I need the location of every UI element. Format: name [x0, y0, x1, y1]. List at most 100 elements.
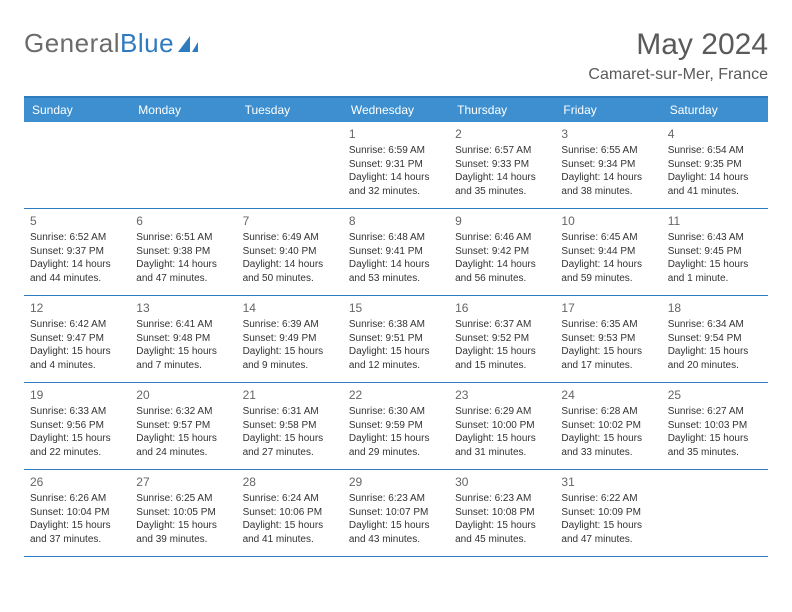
day-info-line: Sunset: 9:38 PM [136, 245, 230, 259]
day-info-line: Daylight: 14 hours [455, 171, 549, 185]
day-info-line: and 12 minutes. [349, 359, 443, 373]
day-info-line: Sunset: 9:40 PM [243, 245, 337, 259]
day-header: Sunday [24, 98, 130, 122]
day-info-line: and 47 minutes. [136, 272, 230, 286]
day-info-line: Daylight: 15 hours [30, 519, 124, 533]
day-info-line: Sunset: 9:57 PM [136, 419, 230, 433]
day-number: 31 [561, 474, 655, 490]
day-info-line: and 50 minutes. [243, 272, 337, 286]
day-cell: 9Sunrise: 6:46 AMSunset: 9:42 PMDaylight… [449, 209, 555, 295]
day-info-line: Sunset: 10:02 PM [561, 419, 655, 433]
day-cell: 27Sunrise: 6:25 AMSunset: 10:05 PMDaylig… [130, 470, 236, 556]
empty-cell [662, 470, 768, 556]
day-info-line: and 59 minutes. [561, 272, 655, 286]
day-info-line: Daylight: 15 hours [668, 432, 762, 446]
day-cell: 13Sunrise: 6:41 AMSunset: 9:48 PMDayligh… [130, 296, 236, 382]
day-info-line: Daylight: 14 hours [668, 171, 762, 185]
day-cell: 15Sunrise: 6:38 AMSunset: 9:51 PMDayligh… [343, 296, 449, 382]
header: GeneralBlue May 2024 Camaret-sur-Mer, Fr… [24, 28, 768, 84]
day-info-line: Sunset: 9:41 PM [349, 245, 443, 259]
day-info-line: Daylight: 14 hours [561, 258, 655, 272]
day-info-line: Sunset: 9:47 PM [30, 332, 124, 346]
day-info-line: and 53 minutes. [349, 272, 443, 286]
day-info-line: Daylight: 15 hours [349, 432, 443, 446]
day-info-line: Sunrise: 6:59 AM [349, 144, 443, 158]
day-info-line: and 45 minutes. [455, 533, 549, 547]
day-info-line: Daylight: 15 hours [30, 345, 124, 359]
day-number: 29 [349, 474, 443, 490]
day-cell: 22 Sunrise: 6:30 AMSunset: 9:59 PMDayligh… [343, 383, 449, 469]
day-number: 16 [455, 300, 549, 316]
week-row: 19Sunrise: 6:33 AMSunset: 9:56 PMDayligh… [24, 383, 768, 470]
day-number: 13 [136, 300, 230, 316]
day-info-line: and 27 minutes. [243, 446, 337, 460]
day-info-line: Daylight: 15 hours [243, 345, 337, 359]
day-info-line: Sunrise: 6:30 AM [349, 405, 443, 419]
empty-cell [24, 122, 130, 208]
day-header: Saturday [662, 98, 768, 122]
day-cell: 3Sunrise: 6:55 AMSunset: 9:34 PMDaylight… [555, 122, 661, 208]
day-cell: 31Sunrise: 6:22 AMSunset: 10:09 PMDaylig… [555, 470, 661, 556]
day-info-line: and 56 minutes. [455, 272, 549, 286]
day-info-line: Sunset: 9:52 PM [455, 332, 549, 346]
day-number: 11 [668, 213, 762, 229]
day-info-line: Sunset: 9:35 PM [668, 158, 762, 172]
day-info-line: Sunset: 10:09 PM [561, 506, 655, 520]
day-info-line: Daylight: 14 hours [561, 171, 655, 185]
day-info-line: Sunrise: 6:31 AM [243, 405, 337, 419]
page-title: May 2024 [588, 28, 768, 62]
day-info-line: Daylight: 15 hours [668, 345, 762, 359]
day-info-line: Sunset: 9:53 PM [561, 332, 655, 346]
day-info-line: and 38 minutes. [561, 185, 655, 199]
day-cell: 6Sunrise: 6:51 AMSunset: 9:38 PMDaylight… [130, 209, 236, 295]
day-header: Friday [555, 98, 661, 122]
day-info-line: Sunrise: 6:49 AM [243, 231, 337, 245]
day-info-line: Daylight: 15 hours [561, 432, 655, 446]
day-info-line: and 9 minutes. [243, 359, 337, 373]
day-info-line: Sunset: 10:00 PM [455, 419, 549, 433]
day-info-line: and 22 minutes. [30, 446, 124, 460]
day-info-line: Sunrise: 6:55 AM [561, 144, 655, 158]
day-info-line: Daylight: 15 hours [455, 432, 549, 446]
day-info-line: Daylight: 15 hours [136, 519, 230, 533]
day-info-line: and 7 minutes. [136, 359, 230, 373]
day-info-line: Daylight: 15 hours [30, 432, 124, 446]
day-info-line: Sunset: 9:56 PM [30, 419, 124, 433]
day-info-line: and 33 minutes. [561, 446, 655, 460]
day-info-line: Sunset: 9:45 PM [668, 245, 762, 259]
empty-cell [130, 122, 236, 208]
day-info-line: Daylight: 14 hours [455, 258, 549, 272]
day-header: Tuesday [237, 98, 343, 122]
day-cell: 8Sunrise: 6:48 AMSunset: 9:41 PMDaylight… [343, 209, 449, 295]
day-info-line: Daylight: 15 hours [349, 345, 443, 359]
day-info-line: and 17 minutes. [561, 359, 655, 373]
day-info-line: and 47 minutes. [561, 533, 655, 547]
day-number: 6 [136, 213, 230, 229]
day-cell: 4Sunrise: 6:54 AMSunset: 9:35 PMDaylight… [662, 122, 768, 208]
day-info-line: and 1 minute. [668, 272, 762, 286]
day-number: 8 [349, 213, 443, 229]
day-info-line: Sunrise: 6:46 AM [455, 231, 549, 245]
day-number: 2 [455, 126, 549, 142]
day-number: 21 [243, 387, 337, 403]
day-number: 22 [349, 387, 443, 403]
day-info-line: Sunset: 10:07 PM [349, 506, 443, 520]
day-info-line: and 43 minutes. [349, 533, 443, 547]
week-row: 26Sunrise: 6:26 AMSunset: 10:04 PMDaylig… [24, 470, 768, 557]
day-info-line: Sunset: 9:58 PM [243, 419, 337, 433]
day-info-line: Daylight: 14 hours [30, 258, 124, 272]
day-number: 18 [668, 300, 762, 316]
day-info-line: Sunrise: 6:45 AM [561, 231, 655, 245]
day-info-line: Sunrise: 6:25 AM [136, 492, 230, 506]
title-block: May 2024 Camaret-sur-Mer, France [588, 28, 768, 84]
day-cell: 7Sunrise: 6:49 AMSunset: 9:40 PMDaylight… [237, 209, 343, 295]
day-number: 28 [243, 474, 337, 490]
day-number: 1 [349, 126, 443, 142]
day-cell: 5Sunrise: 6:52 AMSunset: 9:37 PMDaylight… [24, 209, 130, 295]
day-info-line: Sunset: 9:59 PM [349, 419, 443, 433]
day-info-line: and 37 minutes. [30, 533, 124, 547]
day-number: 19 [30, 387, 124, 403]
day-info-line: Sunrise: 6:57 AM [455, 144, 549, 158]
day-info-line: Sunrise: 6:27 AM [668, 405, 762, 419]
day-cell: 24Sunrise: 6:28 AMSunset: 10:02 PMDaylig… [555, 383, 661, 469]
